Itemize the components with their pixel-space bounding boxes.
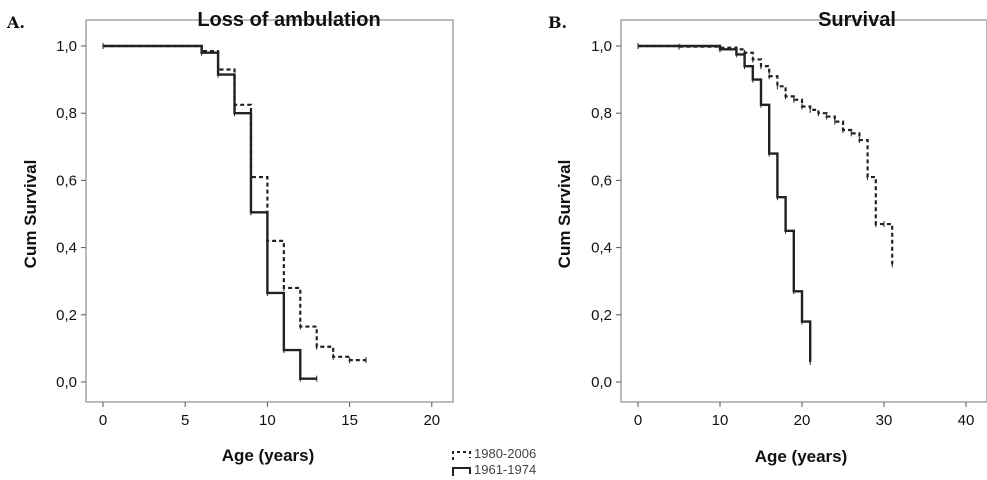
y-tick-label: 0,2 — [56, 307, 77, 324]
panel-letter-a: A. — [6, 13, 25, 32]
x-tick-label: 30 — [876, 412, 893, 429]
x-tick-label: 40 — [958, 412, 975, 429]
y-tick-label: 0,0 — [591, 374, 612, 391]
y-tick-label: 0,8 — [56, 105, 77, 122]
y-tick-label: 0,6 — [56, 172, 77, 189]
legend-label-1961-1974: 1961-1974 — [474, 462, 536, 477]
x-axis-label-a: Age (years) — [222, 446, 315, 465]
legend-label-1980-2006: 1980-2006 — [474, 446, 536, 461]
series-line-1961-1974 — [103, 44, 317, 380]
y-tick-label: 0,2 — [591, 307, 612, 324]
plot-frame-b — [620, 19, 987, 403]
y-tick-label: 0,4 — [591, 240, 612, 257]
series-a — [102, 43, 367, 382]
y-tick-label: 0,6 — [591, 172, 612, 189]
y-axis-label-b: Cum Survival — [555, 160, 574, 269]
y-axis-label-a: Cum Survival — [21, 160, 40, 269]
x-axis-label-b: Age (years) — [755, 447, 848, 466]
chart-title-b: Survival — [818, 9, 896, 31]
x-tick-label: 10 — [259, 412, 276, 429]
x-tick-label: 15 — [341, 412, 358, 429]
x-tick-label: 0 — [634, 412, 642, 429]
y-tick-label: 1,0 — [56, 38, 77, 55]
series-line-1961-1974 — [638, 44, 812, 362]
x-tick-label: 10 — [712, 412, 729, 429]
x-tick-label: 5 — [181, 412, 189, 429]
axis-ticks-b: 0 10 20 30 40 0,0 0,2 0,4 0,6 0,8 1,0 — [591, 38, 974, 429]
chart-title-a: Loss of ambulation — [197, 9, 380, 31]
plot-frame-a — [85, 19, 454, 403]
x-tick-label: 0 — [99, 412, 107, 429]
axis-ticks-a: 0 5 10 15 20 0,0 0,2 0,4 0,6 0,8 1,0 — [56, 38, 440, 429]
legend-swatch-solid — [452, 467, 471, 476]
legend: 1980-2006 1961-1974 — [452, 446, 536, 477]
y-tick-label: 0,8 — [591, 105, 612, 122]
panel-a: A. Loss of ambulation Cum Survival Age (… — [6, 9, 454, 465]
y-tick-label: 0,4 — [56, 240, 77, 257]
x-tick-label: 20 — [423, 412, 440, 429]
legend-swatch-dashed — [452, 451, 471, 460]
panel-b: B. Survival Cum Survival Age (years) 0 10… — [548, 9, 987, 466]
x-tick-label: 20 — [794, 412, 811, 429]
y-tick-label: 1,0 — [591, 38, 612, 55]
series-line-1980-2006 — [638, 44, 894, 265]
y-tick-label: 0,0 — [56, 374, 77, 391]
series-b — [637, 43, 894, 365]
panel-letter-b: B. — [548, 13, 567, 32]
